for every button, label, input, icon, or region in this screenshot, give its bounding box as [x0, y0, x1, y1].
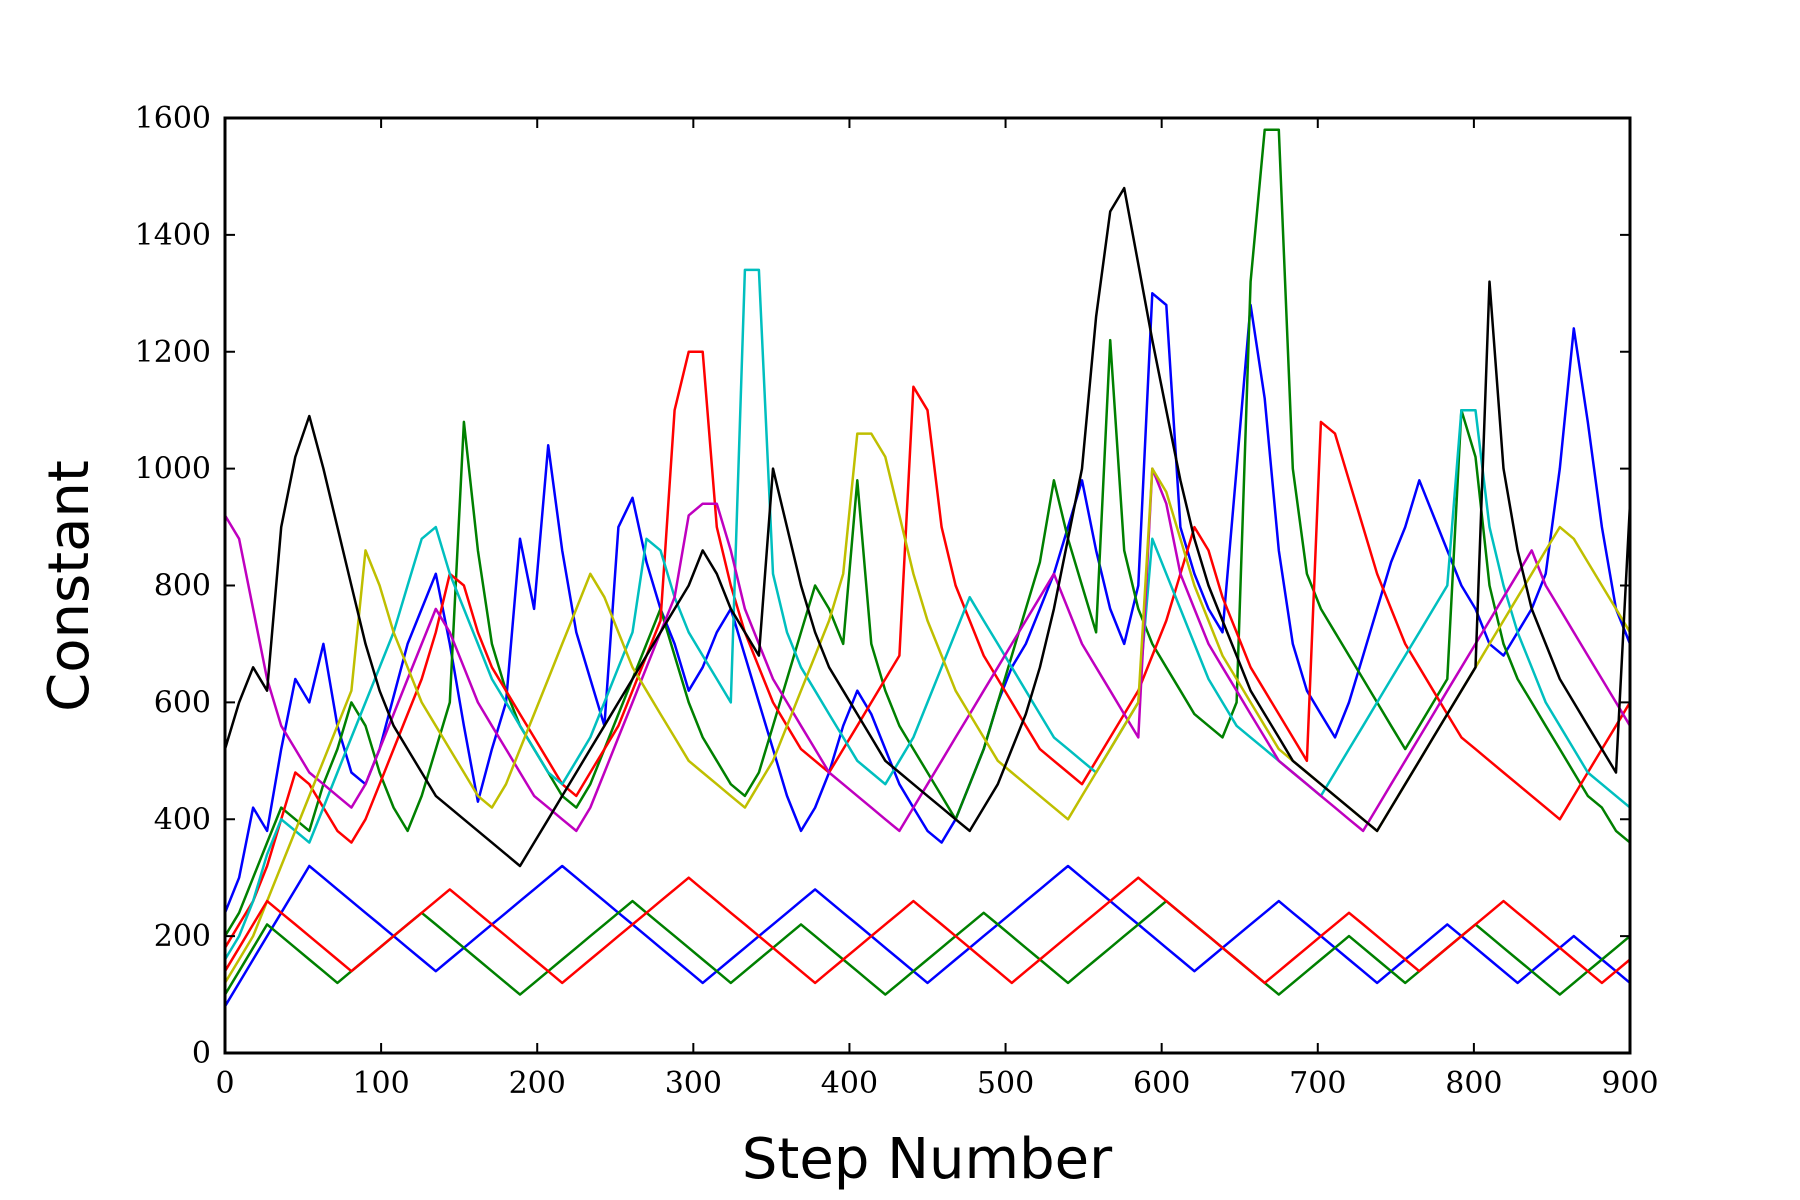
- x-tick-label: 300: [665, 1066, 722, 1101]
- x-tick-label: 200: [509, 1066, 566, 1101]
- x-axis-title: Step Number: [742, 1127, 1113, 1192]
- series-line-5: [223, 467, 1632, 833]
- y-tick-label: 200: [154, 919, 211, 954]
- series-line-3: [223, 350, 1632, 949]
- y-tick-label: 1400: [135, 218, 211, 253]
- y-tick-label: 0: [192, 1036, 211, 1071]
- series-line-10: [223, 876, 1631, 985]
- x-tick-label: 400: [821, 1066, 878, 1101]
- series-line-4: [223, 268, 1631, 961]
- x-tick-label: 700: [1289, 1066, 1346, 1101]
- x-tick-label: 100: [352, 1066, 409, 1101]
- series-line-2: [223, 128, 1631, 937]
- x-tick-label: 800: [1445, 1066, 1502, 1101]
- y-tick-label: 800: [154, 569, 211, 604]
- y-axis-ticks: 0 200 400 600 800 1000 1200 1400 1600: [135, 101, 1630, 1071]
- y-axis-title: Constant: [37, 460, 102, 712]
- y-tick-label: 400: [154, 802, 211, 837]
- series-line-7: [223, 186, 1632, 868]
- series-line-9: [223, 899, 1631, 996]
- series-line-1: [223, 292, 1632, 914]
- x-tick-label: 900: [1601, 1066, 1658, 1101]
- x-tick-label: 0: [215, 1066, 234, 1101]
- x-tick-label: 500: [977, 1066, 1034, 1101]
- y-tick-label: 1200: [135, 335, 211, 370]
- series-line-8: [223, 864, 1631, 1007]
- x-axis-ticks: 0 100 200 300 400 500 600 700 800 900: [215, 118, 1659, 1101]
- y-tick-label: 1000: [135, 452, 211, 487]
- x-tick-label: 600: [1133, 1066, 1190, 1101]
- y-tick-label: 600: [154, 685, 211, 720]
- y-tick-label: 1600: [135, 101, 211, 136]
- series-layer: [223, 128, 1632, 1007]
